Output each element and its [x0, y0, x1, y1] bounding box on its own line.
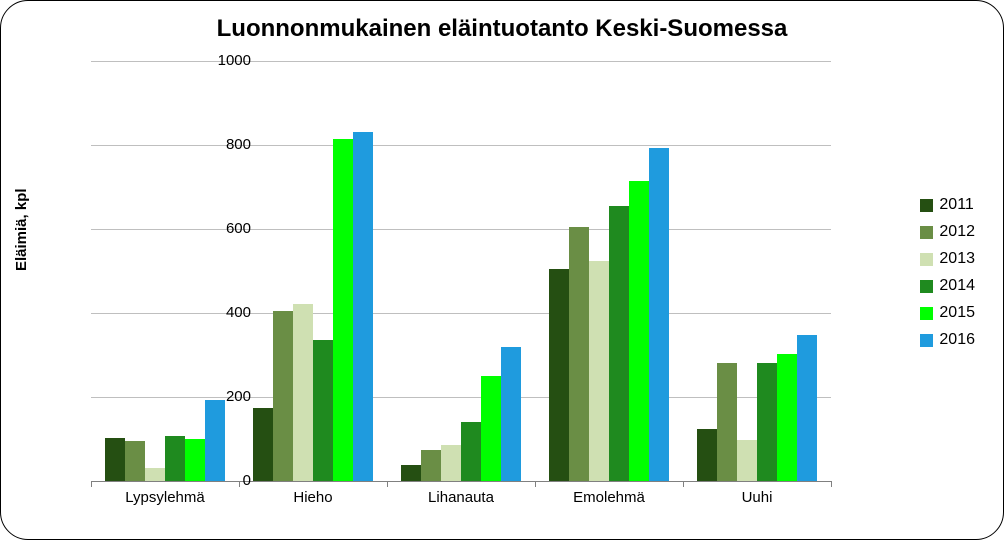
x-category-label: Emolehmä: [549, 489, 669, 506]
x-tick: [387, 481, 388, 487]
bar: [481, 376, 501, 481]
x-tick: [91, 481, 92, 487]
bar: [441, 445, 461, 481]
bar: [737, 440, 757, 481]
legend-label: 2012: [939, 223, 975, 241]
bar: [125, 441, 145, 481]
x-tick: [683, 481, 684, 487]
bar: [777, 354, 797, 481]
bar: [313, 340, 333, 481]
legend-swatch: [920, 307, 933, 320]
bar: [609, 206, 629, 481]
bar: [501, 347, 521, 481]
bar: [797, 335, 817, 481]
bar: [253, 408, 273, 482]
chart-title: Luonnonmukainen eläintuotanto Keski-Suom…: [1, 1, 1003, 43]
legend-swatch: [920, 334, 933, 347]
legend-label: 2011: [939, 196, 973, 214]
legend-swatch: [920, 253, 933, 266]
x-category-label: Hieho: [253, 489, 373, 506]
x-tick: [239, 481, 240, 487]
bar: [401, 465, 421, 481]
bar: [717, 363, 737, 481]
x-tick: [535, 481, 536, 487]
x-category-label: Lypsylehmä: [105, 489, 225, 506]
plot-area: [91, 61, 831, 481]
bar: [629, 181, 649, 481]
bar: [353, 132, 373, 481]
bar: [549, 269, 569, 481]
legend-label: 2014: [939, 277, 975, 295]
legend-item: 2015: [920, 304, 975, 322]
bar: [145, 468, 165, 481]
legend-item: 2013: [920, 250, 975, 268]
bar: [273, 311, 293, 481]
bar: [333, 139, 353, 481]
legend-swatch: [920, 280, 933, 293]
legend-item: 2016: [920, 331, 975, 349]
chart-container: Luonnonmukainen eläintuotanto Keski-Suom…: [0, 0, 1004, 540]
legend-label: 2013: [939, 250, 975, 268]
bar: [165, 436, 185, 481]
bar: [105, 438, 125, 481]
x-category-label: Lihanauta: [401, 489, 521, 506]
bar: [649, 148, 669, 481]
x-tick: [831, 481, 832, 487]
legend-swatch: [920, 199, 933, 212]
x-category-label: Uuhi: [697, 489, 817, 506]
bar: [569, 227, 589, 481]
bar: [185, 439, 205, 481]
legend-item: 2014: [920, 277, 975, 295]
legend: 2011 2012 2013 2014 2015 2016: [920, 196, 975, 358]
bar: [757, 363, 777, 481]
legend-item: 2012: [920, 223, 975, 241]
legend-label: 2016: [939, 331, 975, 349]
legend-item: 2011: [920, 196, 975, 214]
legend-swatch: [920, 226, 933, 239]
bar: [589, 261, 609, 482]
bar: [697, 429, 717, 482]
bar: [461, 422, 481, 481]
legend-label: 2015: [939, 304, 975, 322]
bar: [205, 400, 225, 481]
bar: [293, 304, 313, 481]
bar: [421, 450, 441, 482]
y-axis-label: Eläimiä, kpl: [13, 188, 30, 271]
